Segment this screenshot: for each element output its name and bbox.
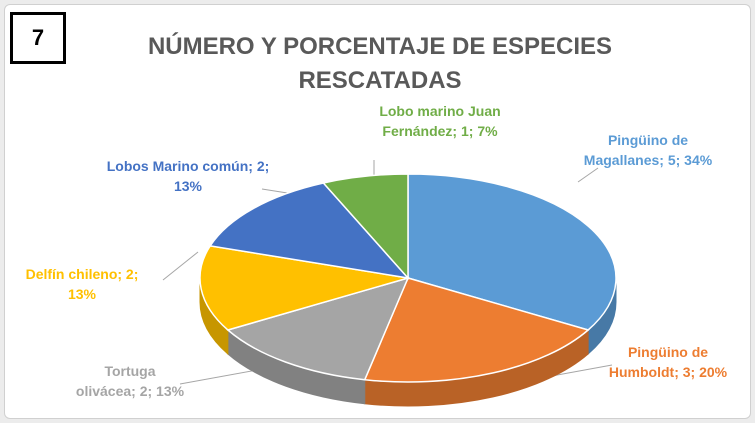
slice bbox=[363, 277, 590, 383]
data-label: Lobo marino Juan Fernández; 1; 7% bbox=[379, 103, 501, 139]
slice bbox=[321, 173, 409, 280]
data-label: Pingüino de Magallanes; 5; 34% bbox=[583, 132, 713, 168]
slice bbox=[208, 182, 410, 280]
leader-line bbox=[577, 167, 599, 183]
leader-line bbox=[162, 251, 199, 281]
chart-title: NÚMERO Y PORCENTAJE DE ESPECIES RESCATAD… bbox=[147, 33, 613, 94]
slide-number: 7 bbox=[10, 12, 66, 64]
data-label: Pingüino de Humboldt; 3; 20% bbox=[608, 344, 728, 380]
slice bbox=[226, 276, 410, 381]
slice-tops bbox=[199, 173, 617, 383]
slice bbox=[407, 173, 617, 331]
slice bbox=[199, 245, 409, 331]
data-label: Delfín chileno; 2; 13% bbox=[25, 266, 139, 302]
data-label: Lobos Marino común; 2; 13% bbox=[106, 158, 270, 194]
data-label: Tortuga olivácea; 2; 13% bbox=[75, 363, 185, 399]
